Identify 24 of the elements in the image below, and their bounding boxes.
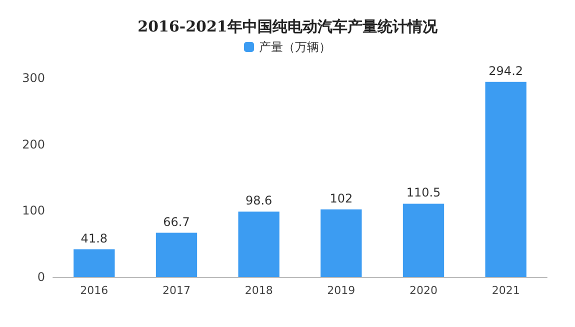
x-tick-label: 2019 [327,284,356,297]
data-label: 98.6 [245,194,272,208]
data-label: 294.2 [488,64,524,78]
y-tick-label: 300 [22,71,45,85]
x-tick-label: 2018 [244,284,273,297]
x-tick-label: 2017 [162,284,190,297]
x-tick-label: 2020 [410,284,438,297]
y-tick-label: 0 [37,270,45,284]
bar [320,209,362,277]
chart-title: 2016-2021年中国纯电动汽车产量统计情况 [138,18,438,36]
data-label: 66.7 [163,214,190,229]
y-tick-label: 200 [22,137,45,152]
bar [74,249,115,277]
legend-label: 产量（万辆） [259,40,331,54]
data-label: 110.5 [406,186,441,200]
bar [485,82,526,277]
y-tick-label: 100 [22,204,45,218]
bar [402,204,444,277]
bar [238,212,280,277]
data-label: 102 [330,191,353,206]
bar [156,232,198,277]
x-tick-label: 2016 [80,284,108,297]
data-label: 41.8 [80,231,108,246]
x-tick-label: 2021 [492,284,520,297]
